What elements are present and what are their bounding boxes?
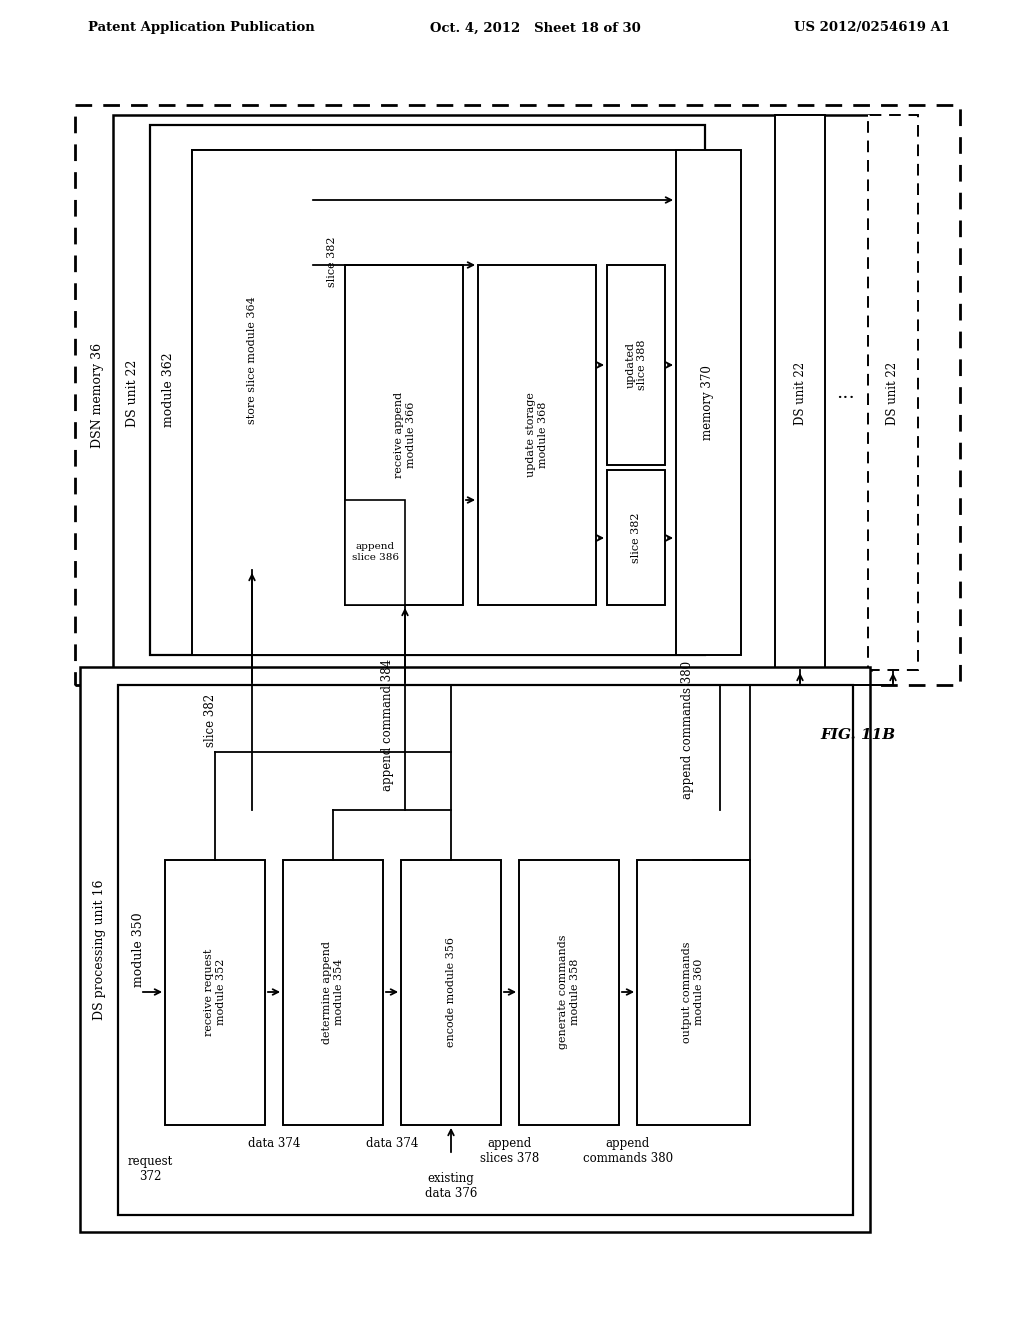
Text: append command 384: append command 384: [382, 659, 394, 791]
Text: append
slice 386: append slice 386: [351, 543, 398, 562]
Bar: [676, 150, 741, 655]
Text: DS unit 22: DS unit 22: [887, 362, 899, 425]
Text: data 374: data 374: [366, 1137, 418, 1150]
Bar: [80, 667, 870, 1232]
Bar: [193, 150, 690, 655]
Bar: [193, 150, 310, 570]
Bar: [118, 685, 853, 1214]
Text: updated
slice 388: updated slice 388: [626, 339, 647, 391]
Bar: [345, 500, 406, 605]
Text: DS unit 22: DS unit 22: [794, 362, 807, 425]
Text: data 374: data 374: [248, 1137, 300, 1150]
Bar: [607, 265, 665, 465]
Text: append commands 380: append commands 380: [681, 661, 693, 799]
Bar: [775, 115, 825, 671]
Text: generate commands
module 358: generate commands module 358: [558, 935, 580, 1049]
Text: Oct. 4, 2012   Sheet 18 of 30: Oct. 4, 2012 Sheet 18 of 30: [430, 21, 641, 34]
Text: FIG. 11B: FIG. 11B: [820, 729, 895, 742]
Text: receive append
module 366: receive append module 366: [394, 392, 416, 478]
Bar: [519, 861, 618, 1125]
Bar: [283, 861, 383, 1125]
Text: store slice module 364: store slice module 364: [247, 296, 257, 424]
Text: Patent Application Publication: Patent Application Publication: [88, 21, 314, 34]
Text: slice 382: slice 382: [204, 693, 216, 747]
Text: append
slices 378: append slices 378: [480, 1137, 540, 1166]
Text: DS processing unit 16: DS processing unit 16: [93, 879, 106, 1020]
Text: request
372: request 372: [127, 1155, 173, 1183]
Text: memory 370: memory 370: [701, 366, 715, 441]
Text: determine append
module 354: determine append module 354: [323, 940, 344, 1044]
Bar: [607, 470, 665, 605]
Bar: [868, 115, 918, 671]
Text: existing
data 376: existing data 376: [425, 1172, 477, 1200]
Text: module 350: module 350: [131, 912, 144, 987]
Text: module 362: module 362: [163, 352, 175, 428]
Text: output commands
module 360: output commands module 360: [682, 941, 703, 1043]
Text: US 2012/0254619 A1: US 2012/0254619 A1: [794, 21, 950, 34]
Text: ...: ...: [836, 384, 854, 403]
Text: slice 382: slice 382: [327, 236, 337, 288]
Bar: [113, 115, 871, 671]
Bar: [75, 106, 961, 685]
Bar: [165, 861, 265, 1125]
Bar: [345, 265, 463, 605]
Text: receive request
module 352: receive request module 352: [204, 948, 226, 1036]
Text: DSN memory 36: DSN memory 36: [90, 342, 103, 447]
Text: slice 382: slice 382: [631, 512, 641, 564]
Bar: [401, 861, 501, 1125]
Bar: [150, 125, 705, 655]
Text: DS unit 22: DS unit 22: [126, 359, 138, 426]
Text: append
commands 380: append commands 380: [583, 1137, 673, 1166]
Bar: [478, 265, 596, 605]
Bar: [637, 861, 750, 1125]
Text: encode module 356: encode module 356: [446, 937, 456, 1047]
Bar: [228, 752, 720, 810]
Text: update storage
module 368: update storage module 368: [526, 392, 548, 478]
